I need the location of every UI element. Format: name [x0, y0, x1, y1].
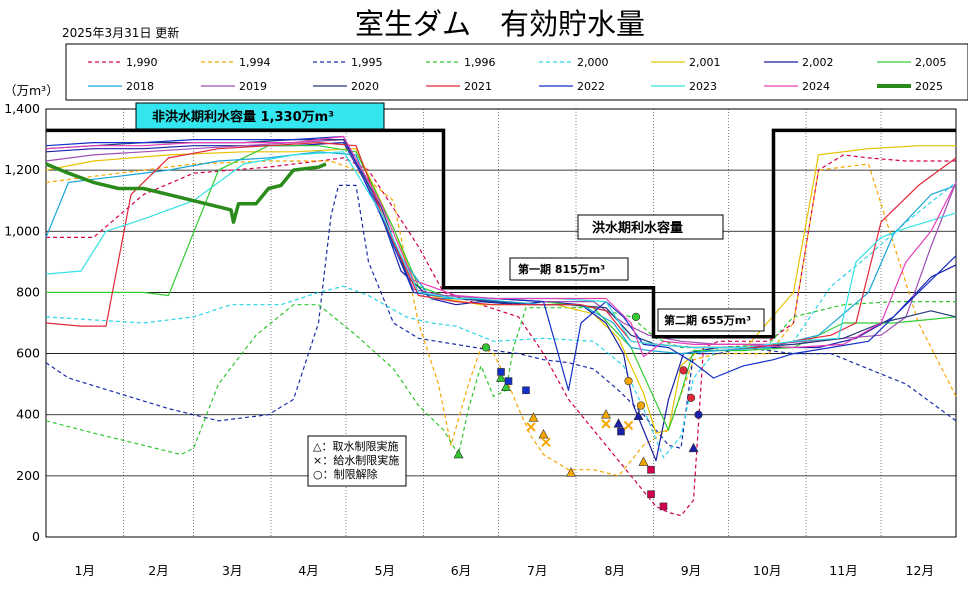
- legend-label: 1,994: [239, 56, 271, 69]
- series-line-2022: [45, 135, 957, 391]
- y-tick-label: 1,200: [4, 162, 40, 177]
- x-tick-label: 6月: [451, 563, 471, 578]
- phase1-label: 第一期 815万m³: [518, 262, 605, 276]
- marker-triangle: [453, 448, 464, 459]
- marker-cross: [526, 422, 536, 432]
- marker-square: [504, 377, 513, 385]
- marker-square: [522, 386, 530, 395]
- y-tick-label: 1,400: [4, 101, 40, 116]
- y-tick-label: 0: [32, 529, 40, 544]
- marker-triangle: [528, 412, 539, 422]
- x-tick-label: 7月: [527, 563, 547, 578]
- x-tick-label: 4月: [298, 563, 318, 578]
- y-tick-label: 800: [16, 284, 40, 299]
- legend-label: 2021: [464, 80, 492, 93]
- non-flood-label-box: [135, 102, 385, 130]
- y-ticks: 0 200 400 600 800 1,000 1,200 1,400: [4, 101, 40, 544]
- capacity-line: [46, 128, 956, 339]
- x-tick-label: 2月: [148, 563, 168, 578]
- phase2-label: 第二期 655万m³: [664, 313, 751, 327]
- marker-cross: [541, 437, 551, 447]
- legend-label: 2019: [239, 80, 267, 93]
- marker-circle: [481, 343, 491, 352]
- x-tick-label: 3月: [222, 563, 242, 578]
- marker-key-item: ○：制限解除: [313, 467, 378, 481]
- legend-label: 1,996: [464, 56, 496, 69]
- non-flood-capacity-label: 非洪水期利水容量 1,330万m³: [152, 109, 334, 125]
- legend-box: [65, 43, 968, 101]
- series-line-2024: [45, 135, 957, 358]
- legend-label: 2024: [802, 80, 830, 93]
- series-line-1990: [46, 154, 956, 517]
- legend-label: 2022: [577, 80, 605, 93]
- marker-cross: [601, 419, 611, 429]
- marker-triangle: [601, 409, 611, 419]
- marker-circle: [624, 376, 633, 386]
- chart-title: 室生ダム 有効貯水量: [355, 7, 645, 41]
- legend: 1,990 1,994 1,995 1,996 2,000 2,001 2,002 2,005…: [88, 56, 947, 93]
- y-tick-label: 200: [16, 468, 40, 483]
- plot-area: [45, 108, 957, 538]
- series-line-2019: [45, 139, 957, 345]
- x-ticks: 1月 2月 3月 4月 5月 6月 7月 8月 9月 10月 11月 12月: [75, 563, 934, 578]
- x-tick-label: 12月: [906, 563, 934, 578]
- marker-square: [647, 490, 655, 499]
- legend-label: 2,005: [915, 56, 947, 69]
- marker-key-item: ×：給水制限実施: [313, 453, 399, 467]
- capacity-layer: [46, 128, 956, 339]
- marker-key-item: △：取水制限実施: [313, 439, 398, 453]
- marker-circle: [679, 366, 688, 375]
- marker-triangle: [688, 442, 699, 453]
- marker-triangle: [496, 372, 506, 382]
- series-layer: [45, 135, 957, 517]
- legend-label: 2023: [689, 80, 717, 93]
- marker-triangle: [633, 410, 644, 421]
- legend-label: 1,995: [351, 56, 383, 69]
- y-tick-label: 600: [16, 346, 40, 361]
- series-line-1994: [45, 160, 957, 477]
- x-tick-label: 8月: [605, 563, 625, 578]
- y-tick-label: 400: [16, 407, 40, 422]
- marker-triangle: [538, 428, 549, 439]
- legend-label: 2,000: [577, 56, 609, 69]
- marker-triangle: [613, 418, 624, 428]
- x-tick-label: 10月: [753, 563, 781, 578]
- legend-label: 2018: [126, 80, 154, 93]
- phase2-label-box: [657, 308, 765, 332]
- series-line-2021: [45, 142, 957, 349]
- legend-label: 2020: [351, 80, 379, 93]
- marker-square: [647, 465, 655, 474]
- x-tick-label: 9月: [681, 563, 701, 578]
- markers-layer: [453, 312, 703, 511]
- flood-label-box: [577, 214, 724, 240]
- marker-triangle: [638, 456, 649, 466]
- marker-triangle: [501, 381, 511, 391]
- legend-label: 2,001: [689, 56, 721, 69]
- phase1-label-box: [509, 257, 629, 281]
- marker-circle: [631, 312, 641, 321]
- x-tick-label: 1月: [75, 563, 95, 578]
- update-date: 2025年3月31日 更新: [62, 25, 179, 40]
- y-tick-label: 1,000: [4, 223, 40, 238]
- marker-key: △：取水制限実施×：給水制限実施○：制限解除: [313, 439, 399, 481]
- marker-circle: [686, 393, 696, 403]
- legend-label: 1,990: [126, 56, 158, 69]
- y-axis-label: （万m³）: [4, 83, 59, 98]
- marker-square: [617, 427, 625, 436]
- marker-square: [497, 368, 505, 376]
- marker-key-box: [307, 435, 407, 487]
- marker-square: [659, 502, 668, 511]
- flood-capacity-label: 洪水期利水容量: [592, 220, 683, 236]
- legend-label: 2,002: [802, 56, 834, 69]
- marker-cross: [623, 420, 634, 431]
- legend-label: 2025: [915, 80, 943, 93]
- marker-circle: [636, 401, 646, 410]
- series-line-2025: [45, 162, 327, 224]
- marker-circle: [694, 410, 703, 419]
- marker-triangle: [566, 467, 576, 477]
- x-tick-label: 5月: [375, 563, 395, 578]
- x-tick-label: 11月: [829, 563, 857, 578]
